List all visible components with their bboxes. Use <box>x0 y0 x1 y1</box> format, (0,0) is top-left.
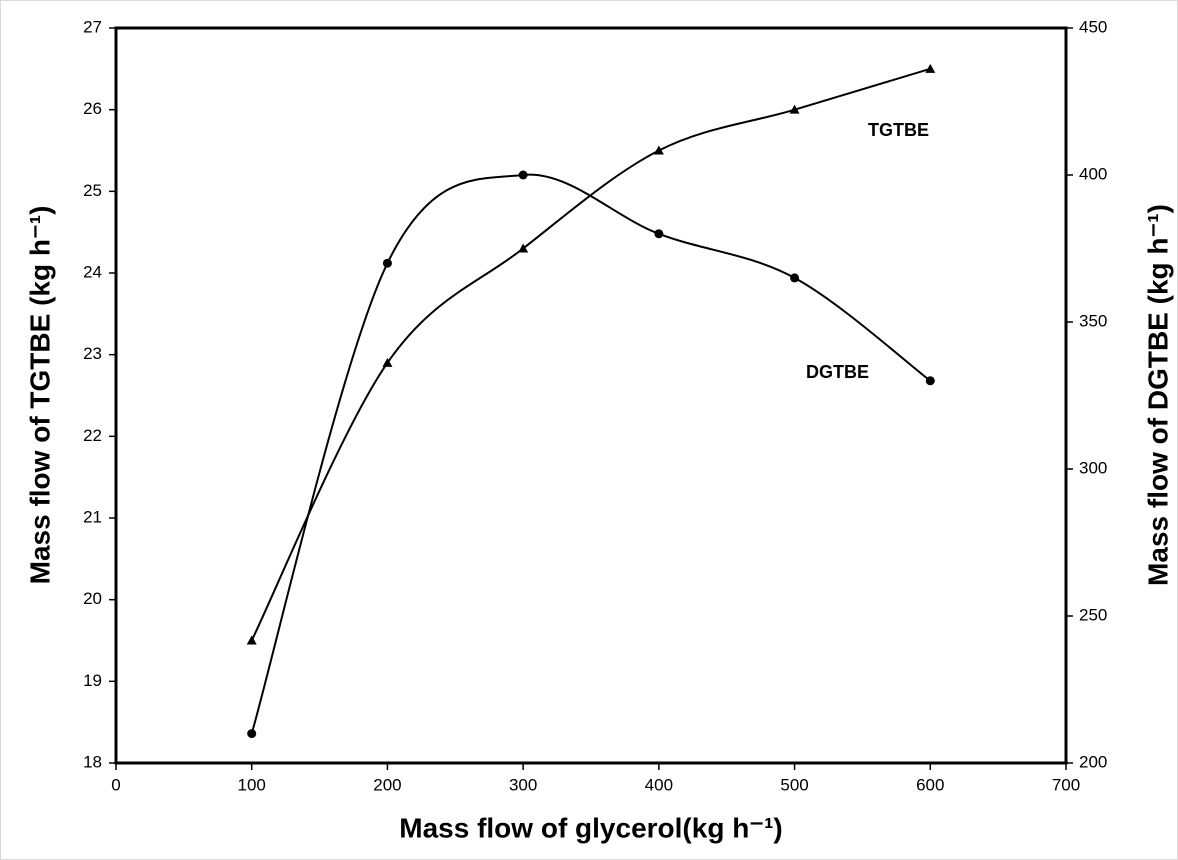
y-tick-label: 27 <box>83 17 102 36</box>
x-tick-label: 700 <box>1052 775 1080 794</box>
x-axis-title: Mass flow of glycerol(kg h⁻¹) <box>399 812 782 843</box>
y2-tick-label: 250 <box>1079 605 1107 624</box>
x-tick-label: 0 <box>111 775 120 794</box>
marker <box>246 635 257 645</box>
x-tick-label: 400 <box>645 775 673 794</box>
y-tick-label: 24 <box>83 262 102 281</box>
series-label: TGTBE <box>868 120 929 140</box>
marker <box>925 376 935 386</box>
marker <box>518 170 528 180</box>
y-tick-label: 23 <box>83 344 102 363</box>
y2-axis-title: Mass flow of DGTBE (kg h⁻¹) <box>1142 204 1173 586</box>
marker <box>789 104 800 114</box>
y2-tick-label: 300 <box>1079 458 1107 477</box>
x-tick-label: 600 <box>916 775 944 794</box>
marker <box>382 357 393 367</box>
marker <box>518 243 529 253</box>
plot-area <box>114 26 1068 765</box>
y-tick-label: 25 <box>83 181 102 200</box>
series-label: DGTBE <box>806 362 869 382</box>
marker <box>654 229 664 239</box>
y-tick-label: 19 <box>83 671 102 690</box>
y2-tick-label: 400 <box>1079 164 1107 183</box>
y2-tick-label: 450 <box>1079 17 1107 36</box>
y-tick-label: 22 <box>83 426 102 445</box>
y-tick-label: 20 <box>83 589 102 608</box>
y2-tick-label: 350 <box>1079 311 1107 330</box>
marker <box>653 145 664 155</box>
y-tick-label: 21 <box>83 507 102 526</box>
marker <box>925 63 936 73</box>
y-tick-label: 26 <box>83 99 102 118</box>
x-tick-label: 100 <box>238 775 266 794</box>
x-tick-label: 200 <box>373 775 401 794</box>
y2-tick-label: 200 <box>1079 752 1107 771</box>
y-tick-label: 18 <box>83 752 102 771</box>
x-tick-label: 500 <box>780 775 808 794</box>
marker <box>247 729 257 739</box>
marker <box>382 258 392 268</box>
marker <box>790 273 800 283</box>
y-axis-title: Mass flow of TGTBE (kg h⁻¹) <box>24 206 55 585</box>
x-tick-label: 300 <box>509 775 537 794</box>
series-line <box>250 173 931 734</box>
